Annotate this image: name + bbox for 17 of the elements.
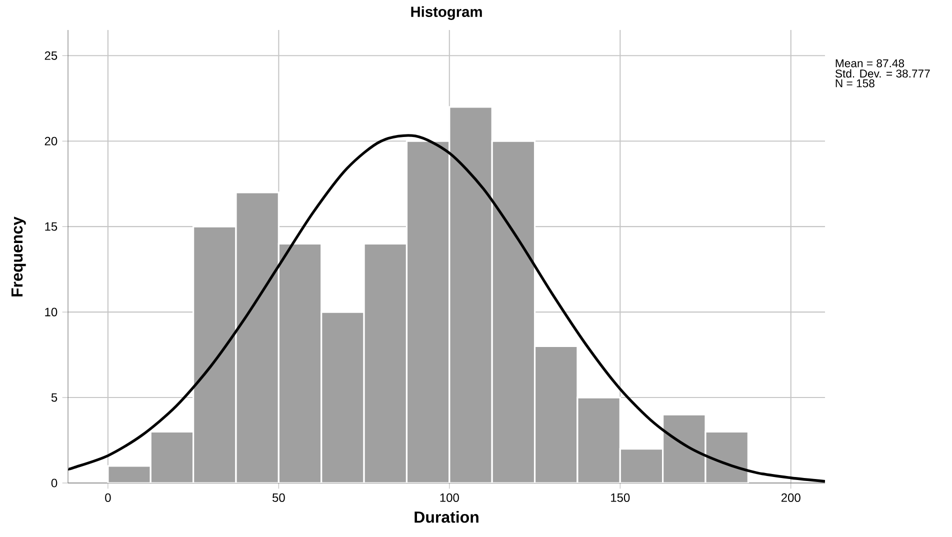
x-axis-title: Duration (414, 511, 478, 523)
y-tick-label: 20 (44, 136, 58, 146)
text: N = 158 (836, 79, 874, 88)
text: Std. Dev. = 38.777 (835, 69, 930, 78)
y-tick-label: 0 (51, 478, 58, 488)
y-axis-title: Frequency (12, 216, 26, 296)
x-tick-label: 50 (272, 493, 285, 502)
text: Mean = 87.48 (836, 59, 904, 68)
y-tick-label: 25 (44, 51, 58, 60)
x-tick-label: 100 (440, 493, 459, 502)
chart-title: Histogram (411, 6, 482, 20)
y-tick-label: 15 (45, 222, 58, 231)
y-tick-label: 10 (45, 308, 58, 316)
x-tick-label: 0 (105, 493, 111, 502)
x-tick-label: 200 (781, 493, 800, 502)
y-tick-label: 5 (51, 393, 58, 402)
x-tick-label: 150 (611, 493, 630, 502)
